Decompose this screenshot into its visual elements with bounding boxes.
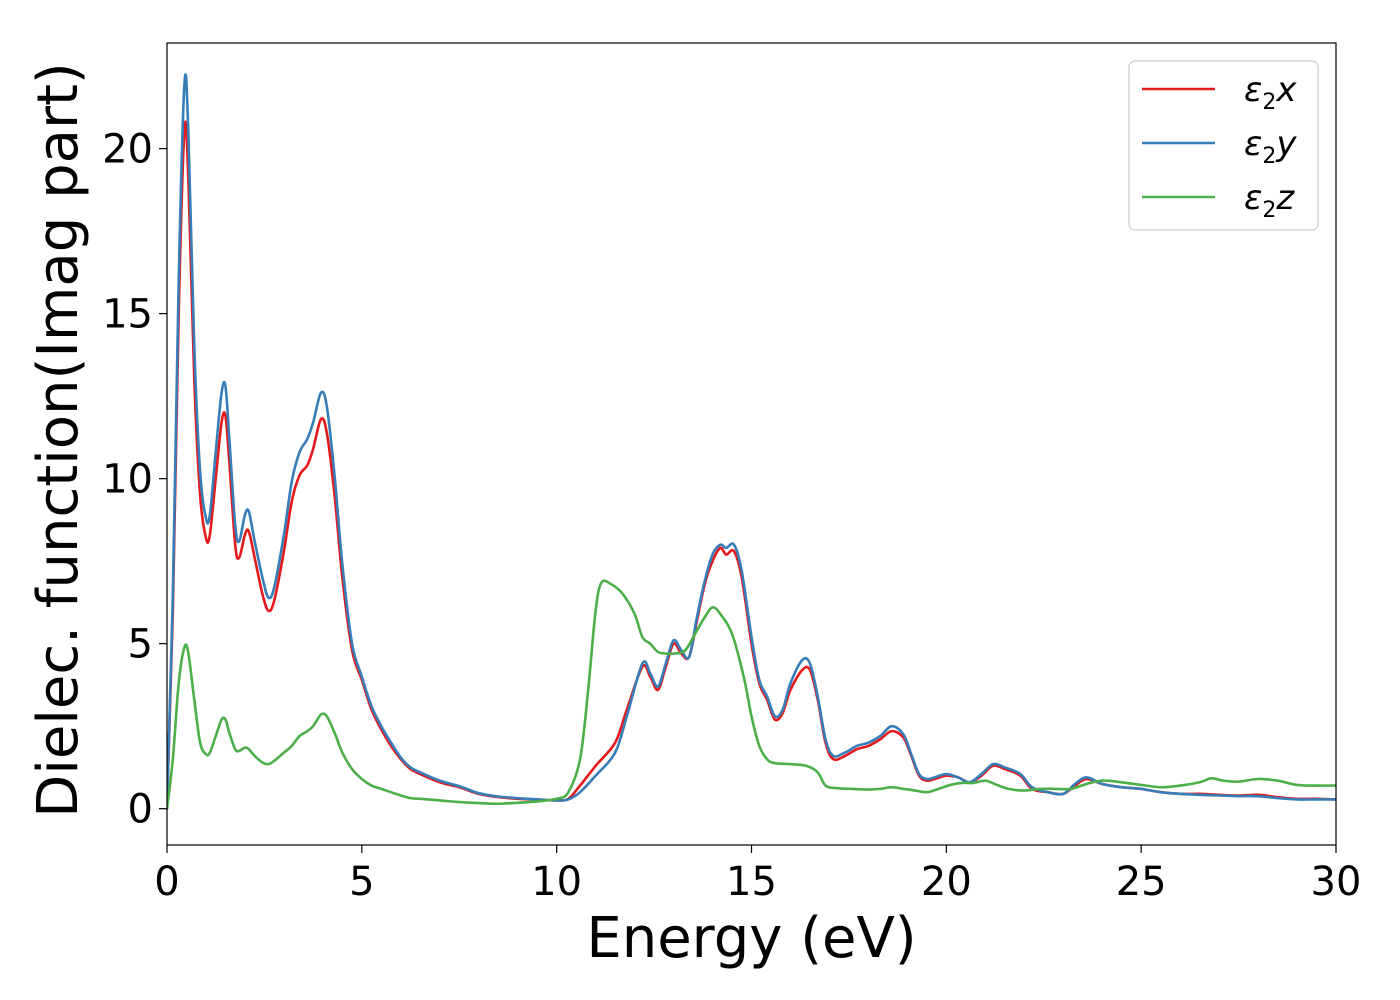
y-tick-label: 5 [128,622,153,668]
y-tick-label: 15 [102,292,153,338]
x-tick-label: 5 [349,859,374,905]
series-line-z [167,579,1336,810]
y-axis-label: Dielec. function(Imag part) [26,62,91,818]
x-axis-label: Energy (eV) [586,906,916,971]
legend: ε2x ε2y ε2z [1128,60,1319,231]
y-tick-label: 0 [128,787,153,833]
legend-box [1128,60,1319,231]
x-tick-label: 15 [726,859,777,905]
legend-label-x: ε2x [1244,70,1297,115]
legend-label-z: ε2z [1244,178,1295,223]
y-tick-label: 20 [102,127,153,173]
legend-label-y: ε2y [1244,124,1297,169]
ticks-layer: 0 5 10 15 20 25 30 0 5 10 15 20 [102,127,1361,905]
x-tick-label: 10 [531,859,582,905]
x-tick-label: 0 [154,859,179,905]
x-tick-label: 30 [1311,859,1362,905]
x-tick-label: 20 [921,859,972,905]
series-line-y [167,73,1336,810]
series-layer [167,73,1336,810]
x-tick-label: 25 [1116,859,1167,905]
y-tick-label: 10 [102,457,153,503]
